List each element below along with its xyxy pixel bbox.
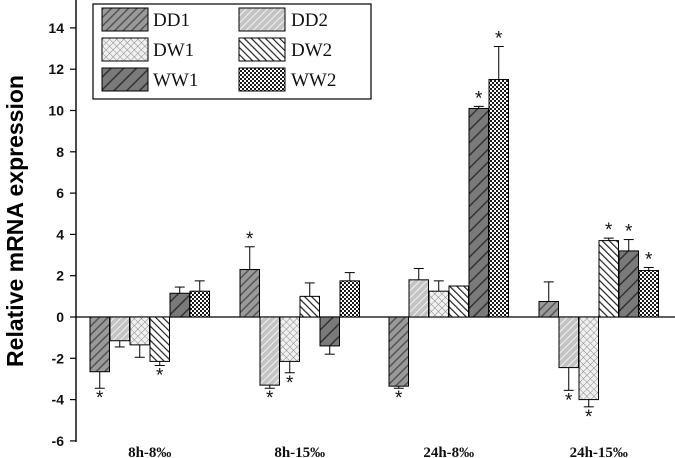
significance-star: *	[395, 388, 403, 409]
y-tick-label: 12	[48, 61, 64, 77]
legend-label-dw2: DW2	[291, 40, 332, 61]
y-tick-label: 0	[56, 309, 64, 325]
bar-dw1	[428, 290, 449, 318]
legend-label-dd1: DD1	[153, 10, 190, 31]
bar-dw1	[129, 316, 150, 346]
x-axis-categories: 8h-8‰ 8h-15‰ 24h-8‰ 24h-15‰	[128, 445, 628, 458]
bar-ww2	[339, 280, 360, 318]
bar-dw1	[279, 316, 300, 362]
y-tick-label: 8	[56, 144, 64, 160]
y-tick-label: 6	[56, 185, 64, 201]
legend-swatch-dd2	[238, 7, 286, 32]
legend-label-dw1: DW1	[153, 40, 194, 61]
bar-dw2	[448, 285, 469, 318]
legend-swatch-dw2	[238, 37, 286, 62]
category-label: 24h-8‰	[423, 445, 474, 458]
y-tick-label: -2	[52, 350, 65, 366]
category-label: 8h-15‰	[274, 445, 325, 458]
bar-dd2	[259, 316, 280, 386]
significance-star: *	[266, 388, 274, 409]
significance-star: *	[605, 220, 613, 241]
y-axis-ticks: -6 -4 -2 0 2 4 6 8 10 12 14	[48, 20, 76, 449]
legend-swatch-dw1	[101, 37, 149, 62]
bar-ww1	[169, 292, 190, 318]
bar-dd2	[408, 279, 429, 318]
y-tick-label: -6	[52, 433, 65, 449]
legend-swatch-ww1	[101, 67, 149, 92]
bar-dd1	[388, 316, 409, 387]
bar-dw1	[578, 316, 599, 401]
significance-star: *	[156, 366, 164, 387]
category-label: 24h-15‰	[570, 445, 628, 458]
bar-dw2	[149, 316, 170, 362]
legend-label-dd2: DD2	[291, 10, 328, 31]
y-tick-label: 10	[48, 103, 64, 119]
y-tick-label: -4	[52, 392, 65, 408]
legend-label-ww2: WW2	[291, 70, 336, 91]
significance-star: *	[645, 249, 653, 270]
bar-ww2	[189, 290, 210, 318]
significance-star: *	[585, 407, 593, 428]
bar-ww1	[618, 250, 639, 318]
significance-star: *	[495, 28, 503, 49]
legend-swatch-dd1	[101, 7, 149, 32]
bar-dd2	[109, 316, 130, 342]
bar-series	[89, 79, 659, 401]
significance-star: *	[96, 388, 104, 409]
bar-dd1	[89, 316, 110, 373]
bar-dw2	[598, 240, 619, 318]
y-axis-label: Relative mRNA expression	[2, 75, 28, 367]
bar-ww2	[638, 270, 659, 318]
significance-star: *	[565, 390, 573, 411]
significance-star: *	[475, 88, 483, 109]
significance-star: *	[625, 222, 633, 243]
error-bars	[94, 45, 654, 408]
category-label: 8h-8‰	[128, 445, 171, 458]
bar-ww2	[488, 79, 509, 318]
significance-marks: * * * * * * * * * * * * *	[96, 28, 653, 427]
bar-dd2	[558, 316, 579, 369]
significance-star: *	[246, 229, 254, 250]
legend-swatch-ww2	[238, 67, 286, 92]
bar-ww1	[319, 316, 340, 347]
legend-label-ww1: WW1	[153, 70, 198, 91]
bar-dd1	[239, 269, 260, 318]
bar-dw2	[299, 295, 320, 318]
legend: DD1 DD2 DW1 DW2 WW1 WW2	[92, 3, 372, 100]
y-tick-label: 14	[48, 20, 64, 36]
bar-ww1	[468, 107, 489, 318]
bar-dd1	[538, 301, 559, 318]
y-tick-label: 2	[56, 268, 64, 284]
y-tick-label: 4	[56, 226, 64, 242]
significance-star: *	[286, 373, 294, 394]
